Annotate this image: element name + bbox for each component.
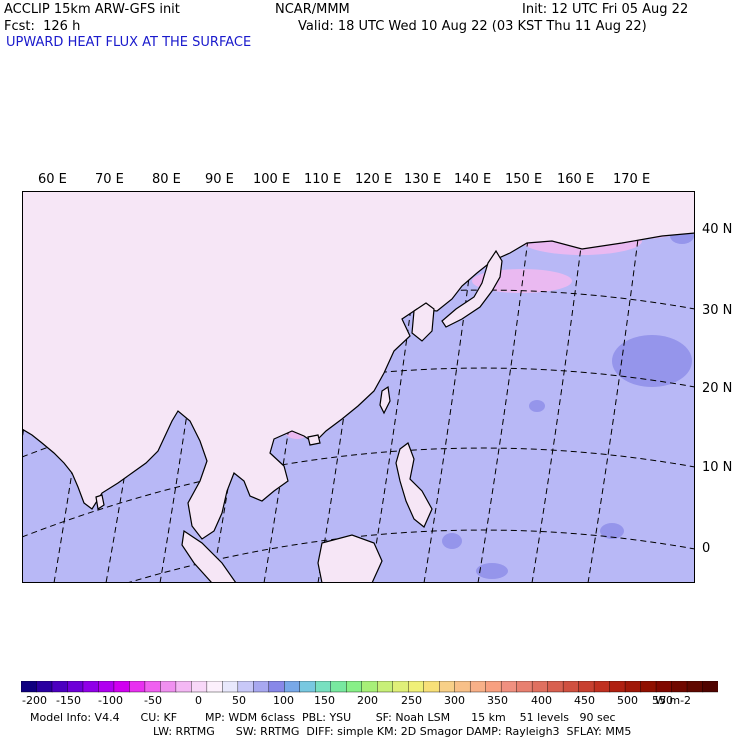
colorbar	[21, 681, 718, 693]
colorbar-swatch	[609, 681, 626, 693]
colorbar-swatch	[237, 681, 255, 693]
colorbar-swatch	[253, 681, 270, 693]
colorbar-swatch	[315, 681, 332, 693]
colorbar-swatch	[67, 681, 84, 693]
colorbar-tick: 0	[195, 694, 202, 707]
lon-label: 90 E	[205, 172, 234, 187]
field-title: UPWARD HEAT FLUX AT THE SURFACE	[6, 35, 252, 50]
init-time: Init: 12 UTC Fri 05 Aug 22	[522, 2, 689, 17]
colorbar-swatch	[21, 681, 38, 693]
lon-label: 170 E	[613, 172, 651, 187]
colorbar-swatch	[160, 681, 177, 693]
colorbar-swatch	[144, 681, 162, 693]
colorbar-tick: 450	[574, 694, 595, 707]
colorbar-swatch	[671, 681, 688, 693]
colorbar-tick: 150	[314, 694, 335, 707]
colorbar-swatch	[578, 681, 595, 693]
colorbar-tick: 300	[444, 694, 465, 707]
colorbar-swatch	[516, 681, 533, 693]
colorbar-tick: -200	[22, 694, 47, 707]
colorbar-tick: 550	[652, 694, 673, 707]
colorbar-swatch	[702, 681, 718, 693]
lat-label: 20 N	[702, 381, 733, 396]
colorbar-tick: 350	[487, 694, 508, 707]
colorbar-swatch	[624, 681, 642, 693]
colorbar-swatch	[175, 681, 193, 693]
colorbar-swatch	[330, 681, 347, 693]
lon-label: 130 E	[404, 172, 442, 187]
lon-label: 60 E	[38, 172, 67, 187]
colorbar-swatch	[268, 681, 286, 693]
colorbar-swatch	[655, 681, 673, 693]
colorbar-swatch	[82, 681, 100, 693]
flux-map	[22, 191, 695, 583]
colorbar-swatch	[593, 681, 611, 693]
colorbar-swatch	[206, 681, 224, 693]
colorbar-swatch	[547, 681, 564, 693]
colorbar-unit: W m-2	[655, 694, 692, 707]
colorbar-swatch	[454, 681, 471, 693]
colorbar-swatch	[531, 681, 549, 693]
colorbar-swatch	[408, 681, 425, 693]
colorbar-swatch	[392, 681, 409, 693]
colorbar-tick: 50	[232, 694, 246, 707]
colorbar-swatch	[299, 681, 316, 693]
colorbar-tick: -50	[144, 694, 162, 707]
lon-label: 100 E	[253, 172, 291, 187]
lon-label: 110 E	[304, 172, 342, 187]
colorbar-swatch	[640, 681, 657, 693]
colorbar-swatch	[361, 681, 378, 693]
colorbar-swatch	[485, 681, 502, 693]
colorbar-swatch	[113, 681, 131, 693]
lat-label: 30 N	[702, 303, 733, 318]
colorbar-swatch	[98, 681, 115, 693]
colorbar-tick: 500	[617, 694, 638, 707]
colorbar-swatch	[51, 681, 69, 693]
colorbar-swatch	[222, 681, 239, 693]
colorbar-tick: 200	[357, 694, 378, 707]
lon-label: 70 E	[95, 172, 124, 187]
valid-time: Valid: 18 UTC Wed 10 Aug 22 (03 KST Thu …	[298, 19, 647, 34]
map-border	[22, 191, 695, 583]
colorbar-swatch	[686, 681, 704, 693]
colorbar-swatch	[423, 681, 440, 693]
colorbar-swatch	[284, 681, 301, 693]
colorbar-tick: -150	[56, 694, 81, 707]
model-info-line2: LW: RRTMG SW: RRTMG DIFF: simple KM: 2D …	[153, 725, 632, 738]
lon-label: 160 E	[557, 172, 595, 187]
org-label: NCAR/MMM	[275, 2, 350, 17]
lat-label: 0	[702, 541, 711, 556]
colorbar-swatch	[469, 681, 487, 693]
colorbar-swatch	[346, 681, 363, 693]
lat-label: 40 N	[702, 222, 733, 237]
lon-label: 140 E	[454, 172, 492, 187]
colorbar-tick: 100	[273, 694, 294, 707]
model-info-line1: Model Info: V4.4 CU: KF MP: WDM 6class P…	[30, 711, 616, 724]
colorbar-tick: 400	[531, 694, 552, 707]
lon-label: 150 E	[505, 172, 543, 187]
colorbar-swatch	[36, 681, 53, 693]
lon-label: 80 E	[152, 172, 181, 187]
lat-label: 10 N	[702, 460, 733, 475]
forecast-hour: Fcst: 126 h	[4, 19, 81, 34]
model-title: ACCLIP 15km ARW-GFS init	[4, 2, 180, 17]
colorbar-swatch	[377, 681, 394, 693]
colorbar-swatch	[562, 681, 580, 693]
lon-label: 120 E	[355, 172, 393, 187]
colorbar-tick: 250	[401, 694, 422, 707]
colorbar-swatch	[191, 681, 208, 693]
colorbar-swatch	[129, 681, 146, 693]
colorbar-swatch	[439, 681, 456, 693]
colorbar-swatch	[500, 681, 518, 693]
colorbar-tick: -100	[98, 694, 123, 707]
